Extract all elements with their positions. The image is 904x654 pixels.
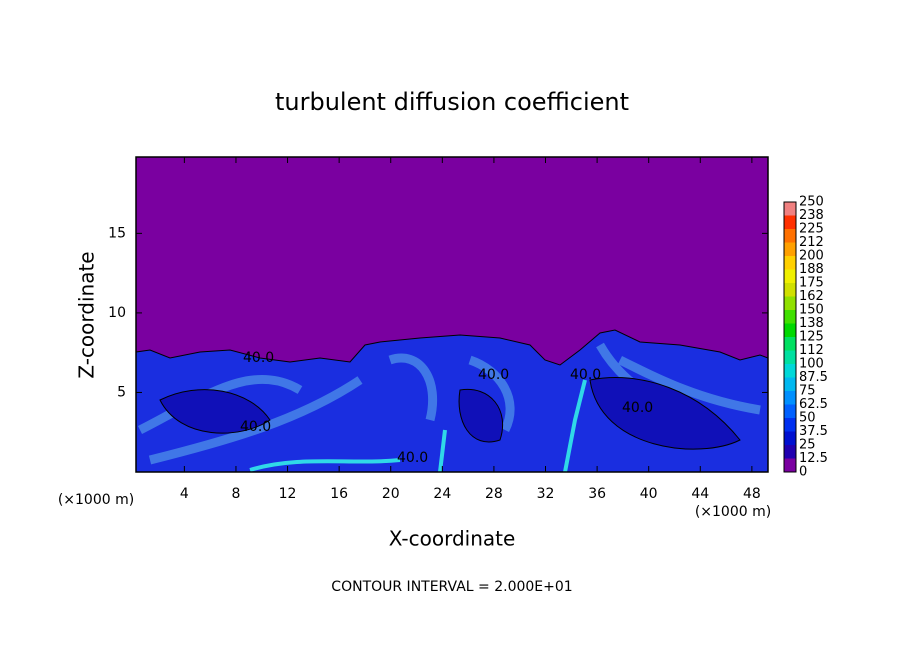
colorbar-label: 12.5 (799, 451, 828, 466)
contour-label: 40.0 (478, 367, 509, 383)
colorbar-label: 225 (799, 222, 824, 237)
x-tick-label: 28 (485, 486, 503, 502)
y-tick-label: 5 (117, 384, 126, 400)
colorbar-label: 175 (799, 276, 824, 291)
field-dark (159, 377, 741, 450)
y-axis-label: Z-coordinate (75, 251, 99, 378)
colorbar-label: 100 (799, 357, 824, 372)
colorbar-segment (784, 229, 796, 243)
colorbar-segment (784, 202, 796, 216)
x-tick-label: 36 (588, 486, 606, 502)
plot-frame (135, 156, 769, 473)
colorbar-label: 37.5 (799, 424, 828, 439)
x-tick-label: 4 (180, 486, 189, 502)
field: 40.0 40.0 40.0 40.0 40.0 40.0 (135, 156, 769, 473)
colorbar-segment (784, 310, 796, 324)
colorbar-label: 50 (799, 411, 816, 426)
x-tick-label: 12 (279, 486, 297, 502)
colorbar-segment (784, 215, 796, 229)
colorbar-label: 200 (799, 249, 824, 264)
x-tick-label: 16 (330, 486, 348, 502)
footer: CONTOUR INTERVAL = 2.000E+01 (331, 579, 572, 595)
colorbar-label: 212 (799, 235, 824, 250)
contour-label: 40.0 (243, 350, 274, 366)
contour-label: 40.0 (622, 400, 653, 416)
x-tick-label: 24 (433, 486, 451, 502)
colorbar-segment (784, 337, 796, 351)
x-tick-label: 20 (382, 486, 400, 502)
colorbar-label: 150 (799, 303, 824, 318)
colorbar-segment (784, 269, 796, 283)
y-tick-label: 10 (108, 305, 126, 321)
colorbar-segment (784, 418, 796, 432)
colorbar-label: 87.5 (799, 370, 828, 385)
colorbar-segment (784, 445, 796, 459)
field-streak (137, 342, 761, 465)
colorbar-segment (784, 323, 796, 337)
colorbar-frame (783, 201, 797, 473)
colorbar-label: 138 (799, 316, 824, 331)
x-tick-label: 48 (743, 486, 761, 502)
colorbar-segment (784, 283, 796, 297)
field-cyan (249, 379, 587, 473)
colorbar-label: 188 (799, 262, 824, 277)
colorbar-segment (784, 431, 796, 445)
chart-title: turbulent diffusion coefficient (275, 88, 629, 116)
colorbar-segment (784, 377, 796, 391)
colorbar-segment (784, 256, 796, 270)
x-unit-label: (×1000 m) (58, 492, 134, 508)
contour-label: 40.0 (570, 367, 601, 383)
colorbar-label: 62.5 (799, 397, 828, 412)
colorbar-label: 238 (799, 208, 824, 223)
x-tick-label: 44 (691, 486, 709, 502)
y-tick-label: 15 (108, 225, 126, 241)
x-tick-label: 32 (537, 486, 555, 502)
x-axis-label: X-coordinate (389, 527, 516, 551)
colorbar-label: 75 (799, 384, 816, 399)
colorbar-label: 25 (799, 438, 816, 453)
colorbar-segment (784, 364, 796, 378)
x-tick-label: 40 (640, 486, 658, 502)
colorbar-label: 250 (799, 195, 824, 210)
colorbar-label: 0 (799, 465, 807, 480)
colorbar-segment (784, 404, 796, 418)
contour-label: 40.0 (240, 419, 271, 435)
colorbar-segment (784, 296, 796, 310)
x-unit-label: (×1000 m) (695, 504, 771, 520)
colorbar-label: 112 (799, 343, 824, 358)
colorbar-label: 125 (799, 330, 824, 345)
colorbar-segment (784, 350, 796, 364)
colorbar-segment (784, 391, 796, 405)
colorbar-segment (784, 242, 796, 256)
colorbar-label: 162 (799, 289, 824, 304)
x-tick-label: 8 (231, 486, 240, 502)
colorbar-segment (784, 458, 796, 472)
contour-label: 40.0 (397, 450, 428, 466)
